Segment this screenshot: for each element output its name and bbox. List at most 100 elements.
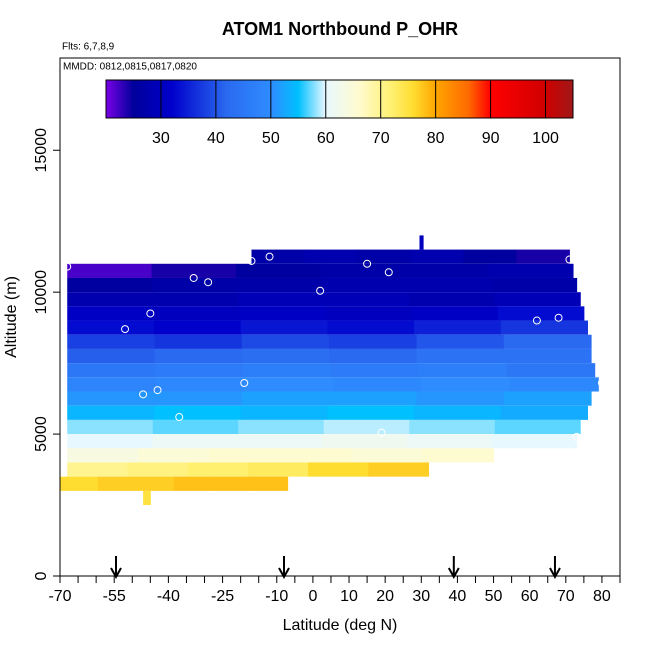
heat-cell [463, 249, 517, 264]
heat-cell [503, 348, 592, 364]
flight-point [240, 378, 249, 387]
heat-cell [152, 434, 238, 449]
heat-cell [187, 462, 249, 477]
heat-cell [238, 292, 325, 307]
heat-cell [497, 306, 585, 321]
heat-cell [67, 391, 156, 406]
heat-cell [323, 292, 410, 307]
x-tick-label: 30 [412, 588, 430, 605]
heat-cell [67, 320, 155, 335]
x-tick-label: 60 [521, 588, 539, 605]
heat-cell [67, 448, 139, 463]
heat-cell [327, 405, 415, 420]
heat-cell [67, 405, 155, 420]
heat-cell [503, 334, 592, 349]
heat-cell [406, 277, 493, 293]
flight-point [146, 309, 155, 318]
heat-cell [494, 419, 581, 435]
heat-cell [368, 462, 430, 477]
heat-cell [153, 320, 242, 335]
heat-cell [237, 434, 323, 449]
heat-cell [321, 277, 408, 293]
flight-point [175, 413, 184, 422]
flight-point [139, 390, 148, 399]
heat-cell [153, 306, 240, 321]
x-tick-label: -25 [211, 588, 234, 605]
x-axis-title: Latitude (deg N) [283, 617, 398, 634]
y-tick-label: 10000 [33, 270, 50, 315]
y-axis-title: Altitude (m) [3, 276, 20, 358]
heat-cell [60, 476, 99, 491]
heat-cell [67, 277, 153, 293]
heat-cell [280, 448, 352, 463]
heat-cell [416, 348, 505, 364]
heat-cell [67, 377, 157, 392]
heat-cell [67, 462, 128, 477]
flight-arrow [549, 556, 561, 580]
plot-frame [59, 57, 621, 577]
x-tick-label: 40 [449, 588, 467, 605]
heat-cell [503, 391, 592, 406]
heat-cell [153, 405, 242, 420]
heat-cell [406, 434, 493, 449]
flight-point [532, 316, 541, 325]
colorbar-tick-label: 100 [532, 130, 559, 147]
flight-point [247, 256, 256, 265]
heat-cell [127, 462, 189, 477]
heat-cell [243, 363, 332, 378]
colorbar-tick-label: 60 [317, 130, 335, 147]
heat-cell [238, 419, 325, 435]
heat-cell [409, 419, 496, 435]
y-tick-label: 5000 [33, 416, 50, 452]
colorbar-tick-label: 80 [427, 130, 445, 147]
heat-cell [416, 391, 505, 406]
heat-cell [239, 306, 327, 321]
heat-cell [421, 377, 511, 392]
heat-cell [419, 235, 424, 250]
flight-point [572, 432, 581, 441]
heat-cell [97, 476, 137, 491]
flight-point [316, 286, 325, 295]
heat-cell [329, 334, 417, 349]
heat-cell [494, 292, 581, 307]
heat-cell [329, 391, 417, 406]
x-tick-label: 0 [308, 588, 317, 605]
heat-cell [237, 277, 323, 293]
heat-cell [154, 391, 243, 406]
heat-cell [516, 249, 570, 264]
heat-cell [152, 419, 239, 435]
heat-cell [404, 263, 490, 278]
heat-cell [410, 249, 464, 264]
heat-cell [138, 448, 210, 463]
heat-cell [330, 363, 420, 378]
y-tick-label: 0 [33, 571, 50, 580]
heat-cell [67, 348, 156, 364]
heat-cell [251, 249, 305, 264]
heat-cell [235, 263, 321, 278]
y-tick-label: 15000 [33, 128, 50, 173]
heat-cell [173, 476, 213, 491]
heat-cell [67, 434, 153, 449]
x-tick-label: -70 [48, 588, 71, 605]
heat-cell [418, 363, 508, 378]
heat-cell [422, 448, 495, 463]
heat-cell [155, 363, 244, 378]
heat-cell [155, 377, 245, 392]
heat-cell [488, 263, 574, 278]
flight-point [189, 273, 198, 282]
x-tick-label: 10 [340, 588, 358, 605]
colorbar-tick-label: 70 [372, 130, 390, 147]
heat-cell [67, 263, 153, 278]
heat-cell [209, 448, 281, 463]
heat-cell [211, 476, 251, 491]
heat-cell [491, 434, 578, 449]
x-tick-label: -55 [103, 588, 126, 605]
heat-cell [321, 434, 408, 449]
heat-cell [151, 263, 237, 278]
colorbar-tick-label: 50 [262, 130, 280, 147]
flight-point [363, 259, 372, 268]
x-tick-label: 20 [376, 588, 394, 605]
heat-cell [240, 405, 328, 420]
heat-cell [67, 419, 154, 435]
